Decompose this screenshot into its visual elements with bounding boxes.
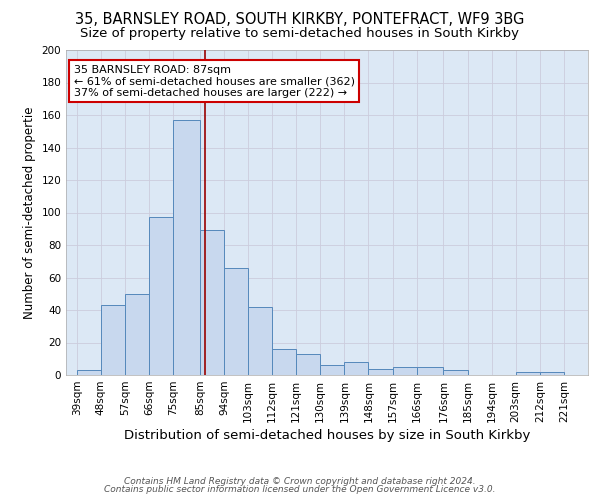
Bar: [173, 120, 200, 375]
Bar: [296, 354, 320, 375]
Bar: [368, 368, 392, 375]
Bar: [149, 218, 173, 375]
Bar: [101, 305, 125, 375]
Bar: [392, 367, 416, 375]
Bar: [516, 372, 540, 375]
Text: 35, BARNSLEY ROAD, SOUTH KIRKBY, PONTEFRACT, WF9 3BG: 35, BARNSLEY ROAD, SOUTH KIRKBY, PONTEFR…: [76, 12, 524, 28]
Bar: [77, 370, 101, 375]
Bar: [248, 306, 272, 375]
X-axis label: Distribution of semi-detached houses by size in South Kirkby: Distribution of semi-detached houses by …: [124, 429, 530, 442]
Bar: [344, 362, 368, 375]
Text: Contains HM Land Registry data © Crown copyright and database right 2024.: Contains HM Land Registry data © Crown c…: [124, 477, 476, 486]
Text: Contains public sector information licensed under the Open Government Licence v3: Contains public sector information licen…: [104, 485, 496, 494]
Bar: [320, 365, 344, 375]
Bar: [540, 372, 564, 375]
Text: 35 BARNSLEY ROAD: 87sqm
← 61% of semi-detached houses are smaller (362)
37% of s: 35 BARNSLEY ROAD: 87sqm ← 61% of semi-de…: [74, 64, 355, 98]
Y-axis label: Number of semi-detached propertie: Number of semi-detached propertie: [23, 106, 36, 319]
Bar: [200, 230, 224, 375]
Bar: [272, 349, 296, 375]
Text: Size of property relative to semi-detached houses in South Kirkby: Size of property relative to semi-detach…: [80, 28, 520, 40]
Bar: [125, 294, 149, 375]
Bar: [443, 370, 467, 375]
Bar: [416, 367, 443, 375]
Bar: [224, 268, 248, 375]
